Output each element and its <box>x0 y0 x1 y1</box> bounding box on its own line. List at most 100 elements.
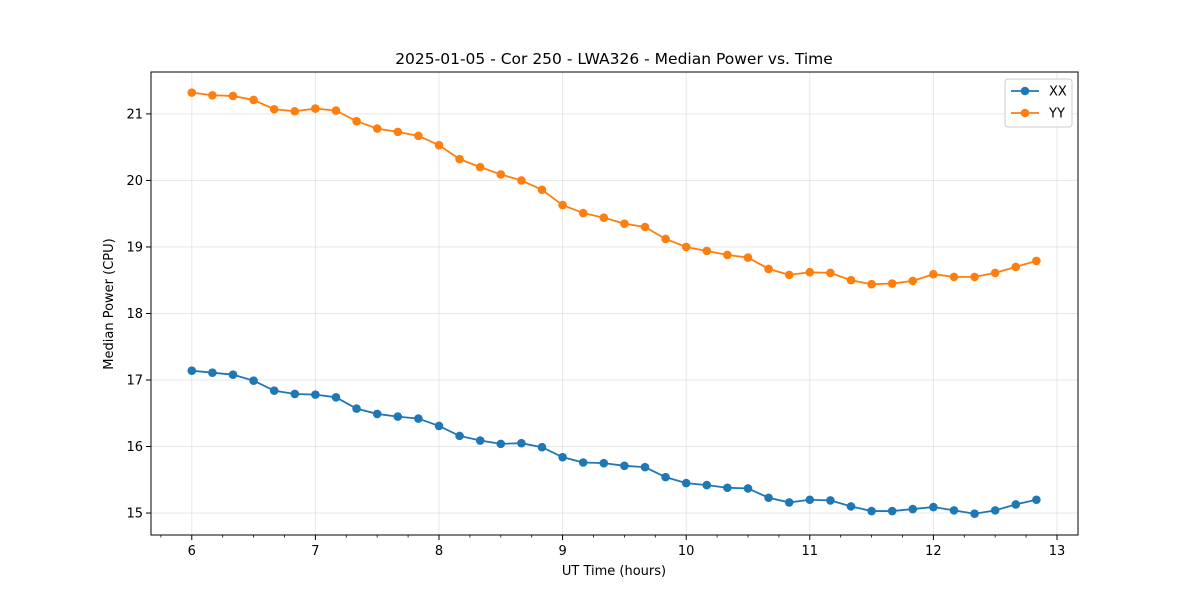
x-tick-label: 6 <box>188 544 196 559</box>
data-point-xx <box>681 478 691 488</box>
data-point-yy <box>1011 262 1021 272</box>
y-axis-label: Median Power (CPU) <box>102 238 117 369</box>
data-point-yy <box>640 222 650 232</box>
data-point-xx <box>208 368 217 377</box>
legend-item-yy: YY <box>1011 107 1065 122</box>
y-tick-label: 16 <box>126 440 143 455</box>
data-point-xx <box>290 389 300 399</box>
data-point-xx <box>784 498 794 507</box>
data-point-xx <box>455 431 464 441</box>
data-point-yy <box>496 170 506 179</box>
data-point-yy <box>908 276 918 286</box>
y-tick-label: 15 <box>126 507 143 522</box>
data-point-xx <box>249 376 258 385</box>
x-tick-label: 9 <box>558 544 566 559</box>
data-point-xx <box>414 414 423 423</box>
data-point-xx <box>826 496 835 505</box>
data-point-xx <box>1011 500 1021 509</box>
data-point-xx <box>311 390 320 399</box>
data-point-xx <box>434 421 444 431</box>
y-tick-label: 18 <box>126 307 143 322</box>
data-point-xx <box>352 404 361 413</box>
data-point-yy <box>455 154 464 164</box>
data-point-xx <box>846 502 856 511</box>
data-point-yy <box>269 104 279 114</box>
axis-ticks: 6 7 8 9 10 11 12 13 15 16 17 18 19 20 21 <box>126 107 1065 559</box>
data-point-xx <box>970 509 979 519</box>
data-point-xx <box>187 366 197 375</box>
y-tick-label: 19 <box>126 240 143 255</box>
data-point-yy <box>661 234 670 244</box>
x-tick-label: 7 <box>311 544 319 559</box>
data-point-yy <box>867 279 876 289</box>
data-point-yy <box>702 246 712 256</box>
data-point-yy <box>311 104 320 113</box>
y-tick-label: 17 <box>126 374 143 389</box>
data-point-xx <box>517 438 526 448</box>
data-point-xx <box>743 484 753 493</box>
data-point-yy <box>990 268 1000 278</box>
data-point-xx <box>949 506 959 515</box>
x-tick-label: 10 <box>678 544 695 559</box>
x-tick-label: 8 <box>435 544 443 559</box>
data-point-yy <box>537 185 547 195</box>
data-point-yy <box>743 253 753 262</box>
legend: XX YY <box>1004 78 1073 128</box>
data-point-xx <box>887 506 897 516</box>
data-point-yy <box>599 213 609 222</box>
data-point-yy <box>578 208 588 218</box>
data-point-xx <box>537 442 547 452</box>
data-point-yy <box>681 242 691 252</box>
data-point-xx <box>578 458 588 467</box>
data-point-yy <box>887 279 897 288</box>
data-point-xx <box>661 472 670 482</box>
data-point-yy <box>208 90 217 100</box>
data-point-yy <box>805 267 815 277</box>
data-point-yy <box>949 272 959 282</box>
data-point-yy <box>393 127 403 137</box>
data-point-yy <box>929 269 938 279</box>
data-point-yy <box>723 250 732 260</box>
data-point-yy <box>846 275 856 285</box>
legend-marker <box>1020 108 1030 118</box>
data-point-xx <box>475 436 485 445</box>
data-point-xx <box>764 493 773 503</box>
data-point-xx <box>228 370 238 379</box>
data-point-yy <box>558 200 567 210</box>
data-point-xx <box>599 458 609 468</box>
data-point-xx <box>393 412 403 421</box>
data-point-xx <box>867 506 876 516</box>
data-point-xx <box>372 409 382 419</box>
data-point-yy <box>826 268 835 278</box>
series-xx <box>187 366 1041 519</box>
y-tick-label: 21 <box>126 107 143 122</box>
series-layer <box>187 88 1041 519</box>
data-point-yy <box>764 264 773 274</box>
data-point-yy <box>475 162 485 172</box>
data-point-xx <box>331 392 341 402</box>
data-point-xx <box>269 386 279 395</box>
x-axis-label: UT Time (hours) <box>562 564 666 579</box>
x-tick-label: 11 <box>802 544 819 559</box>
data-point-yy <box>414 131 423 141</box>
data-point-xx <box>723 483 732 493</box>
data-point-yy <box>187 88 197 97</box>
x-tick-label: 12 <box>925 544 942 559</box>
data-point-xx <box>702 480 712 490</box>
data-point-yy <box>620 219 629 228</box>
data-point-xx <box>640 462 650 472</box>
legend-item-xx: XX <box>1011 85 1067 100</box>
axes-frame <box>150 71 1079 536</box>
data-point-yy <box>784 270 794 280</box>
data-point-yy <box>290 106 300 116</box>
y-tick-label: 20 <box>126 174 143 189</box>
data-point-yy <box>331 106 341 115</box>
data-point-xx <box>805 495 815 505</box>
data-point-xx <box>1032 495 1041 505</box>
legend-label: YY <box>1048 107 1065 122</box>
data-point-xx <box>929 502 938 512</box>
x-tick-label: 13 <box>1049 544 1066 559</box>
data-point-xx <box>990 506 1000 515</box>
